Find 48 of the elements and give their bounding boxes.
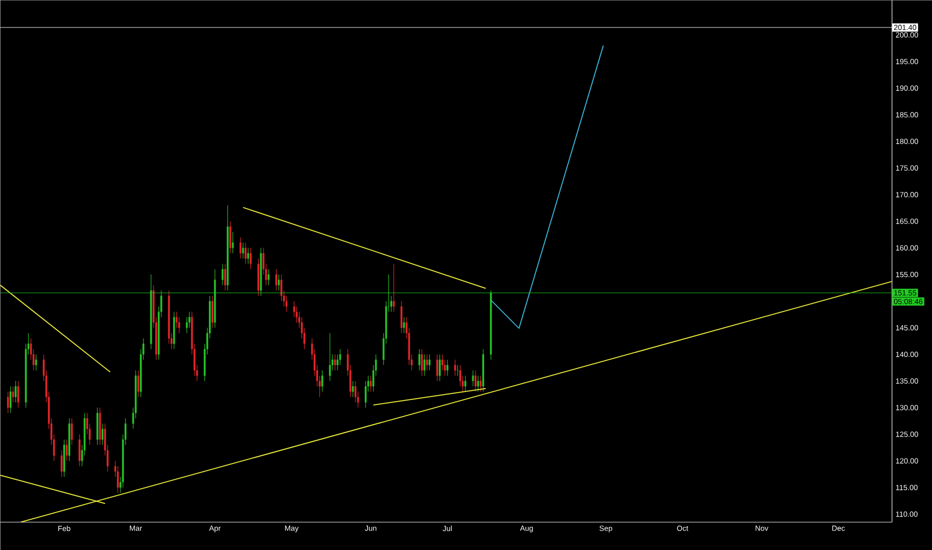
candlestick bbox=[78, 434, 80, 466]
candlestick bbox=[247, 248, 250, 264]
candlestick bbox=[229, 220, 232, 254]
candlestick bbox=[472, 370, 474, 387]
candlestick bbox=[420, 348, 423, 376]
candlestick bbox=[250, 248, 252, 270]
candlestick bbox=[438, 354, 441, 382]
candlestick bbox=[70, 418, 73, 446]
candlestick bbox=[352, 380, 354, 398]
candlestick bbox=[102, 423, 104, 446]
candlestick bbox=[268, 268, 270, 286]
candlestick bbox=[424, 354, 426, 376]
candlestick bbox=[66, 439, 68, 462]
candlestick bbox=[35, 354, 37, 371]
candlestick bbox=[464, 375, 466, 392]
candlestick bbox=[454, 359, 456, 376]
candlestick bbox=[278, 274, 280, 291]
candlestick bbox=[426, 354, 428, 371]
candlestick bbox=[474, 370, 476, 392]
candlestick bbox=[232, 232, 234, 254]
candlestick bbox=[275, 268, 278, 291]
candlestick bbox=[334, 354, 336, 371]
candlestick bbox=[211, 295, 214, 328]
candlestick bbox=[321, 370, 324, 392]
candlestick bbox=[400, 300, 402, 334]
candlestick bbox=[446, 359, 448, 376]
candlestick bbox=[428, 354, 430, 371]
candlestick bbox=[456, 364, 459, 376]
candlestick bbox=[7, 391, 9, 414]
candlestick bbox=[224, 264, 226, 291]
candlestick bbox=[418, 348, 420, 371]
candlestick bbox=[60, 450, 63, 478]
candlestick bbox=[436, 354, 438, 382]
candlestick bbox=[370, 375, 372, 392]
candlestick bbox=[222, 264, 224, 286]
candlestick bbox=[480, 375, 482, 392]
candlestick bbox=[244, 242, 247, 264]
candlestick bbox=[10, 386, 12, 414]
candlestick bbox=[12, 386, 14, 403]
candlestick bbox=[403, 316, 405, 334]
candlestick bbox=[328, 332, 331, 382]
candlestick bbox=[240, 236, 242, 259]
candlestick bbox=[137, 370, 140, 398]
candlestick bbox=[477, 375, 480, 392]
candlestick bbox=[14, 380, 17, 403]
candlestick bbox=[17, 380, 20, 408]
candlestick bbox=[392, 264, 395, 312]
candlestick bbox=[242, 242, 244, 259]
